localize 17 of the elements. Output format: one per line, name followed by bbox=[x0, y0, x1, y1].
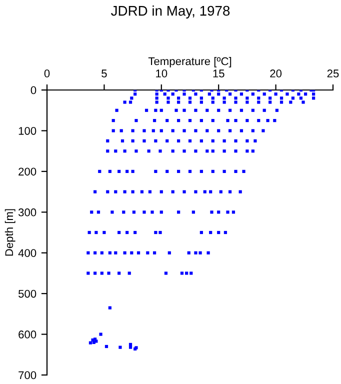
x-axis-title: Temperature [ºC] bbox=[148, 57, 232, 68]
x-tick-label: 5 bbox=[102, 70, 107, 78]
y-tick-label: 100 bbox=[18, 126, 36, 135]
x-tick-label: 25 bbox=[327, 70, 339, 78]
y-tick-label: 0 bbox=[30, 86, 36, 94]
y-tick-label: 200 bbox=[18, 168, 36, 176]
y-tick-label: 300 bbox=[18, 208, 36, 216]
y-axis-title: Depth [m] bbox=[4, 209, 16, 256]
x-tick-label: 10 bbox=[156, 70, 168, 78]
x-tick-label: 15 bbox=[213, 70, 224, 78]
y-tick-label: 400 bbox=[18, 249, 36, 257]
y-tick-label: 500 bbox=[18, 290, 36, 298]
x-tick-label: 20 bbox=[270, 70, 282, 78]
y-tick-label: 600 bbox=[18, 330, 36, 338]
chart-title: JDRD in May, 1978 bbox=[111, 6, 230, 18]
x-tick-label: 0 bbox=[44, 70, 50, 78]
y-tick-label: 700 bbox=[18, 371, 36, 380]
